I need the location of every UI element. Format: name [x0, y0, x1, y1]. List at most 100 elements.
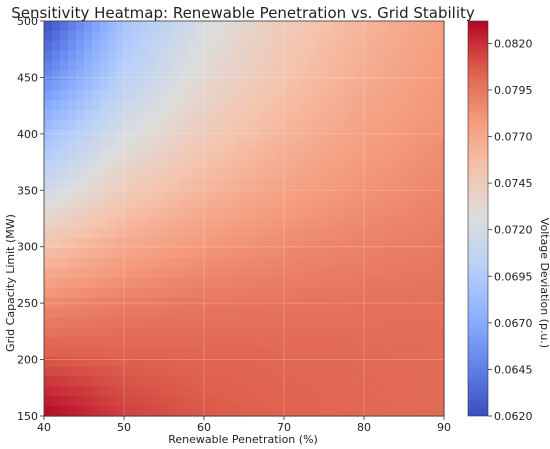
heatmap-cell: [348, 80, 357, 91]
heatmap-cell: [60, 139, 69, 150]
heatmap-cell: [84, 238, 93, 249]
heatmap-cell: [164, 119, 173, 131]
heatmap-cell: [220, 356, 229, 368]
heatmap-cell: [404, 149, 413, 160]
heatmap-cell: [52, 366, 61, 378]
heatmap-cell: [316, 139, 325, 150]
heatmap-cell: [44, 396, 53, 407]
heatmap-cell: [172, 218, 181, 229]
heatmap-cell: [244, 317, 253, 328]
heatmap-cell: [372, 30, 381, 42]
heatmap-cell: [428, 317, 437, 328]
heatmap-cell: [348, 60, 357, 71]
heatmap-cell: [252, 208, 261, 220]
heatmap-cell: [236, 149, 245, 160]
heatmap-cell: [100, 258, 109, 269]
heatmap-cell: [180, 297, 189, 308]
heatmap-cell: [268, 179, 277, 190]
heatmap-cell: [100, 208, 109, 220]
heatmap-cell: [260, 80, 269, 91]
heatmap-cell: [100, 109, 109, 121]
heatmap-cell: [220, 21, 229, 32]
heatmap-cell: [196, 228, 205, 239]
heatmap-cell: [188, 119, 197, 131]
heatmap-cell: [388, 50, 397, 62]
heatmap-cell: [268, 317, 277, 328]
heatmap-cell: [260, 356, 269, 368]
heatmap-cell: [356, 297, 365, 308]
heatmap-cell: [324, 129, 333, 141]
heatmap-cell: [428, 297, 437, 308]
heatmap-cell: [404, 100, 413, 111]
heatmap-cell: [156, 287, 165, 299]
heatmap-cell: [268, 70, 277, 81]
heatmap-cell: [52, 218, 61, 229]
heatmap-cell: [140, 179, 149, 190]
heatmap-cell: [164, 386, 173, 397]
heatmap-cell: [132, 258, 141, 269]
heatmap-cell: [276, 297, 285, 308]
heatmap-cell: [172, 139, 181, 150]
heatmap-cell: [148, 376, 157, 387]
heatmap-cell: [324, 40, 333, 52]
heatmap-cell: [340, 337, 349, 348]
heatmap-cell: [228, 70, 237, 81]
heatmap-cell: [188, 21, 197, 32]
heatmap-cell: [140, 70, 149, 81]
heatmap-cell: [372, 396, 381, 407]
heatmap-cell: [332, 119, 341, 131]
heatmap-cell: [108, 248, 117, 259]
heatmap-cell: [60, 159, 69, 170]
heatmap-cell: [356, 21, 365, 32]
heatmap-cell: [204, 248, 213, 259]
heatmap-cell: [356, 149, 365, 160]
heatmap-cell: [44, 179, 53, 190]
heatmap-cell: [380, 129, 389, 141]
heatmap-cell: [180, 188, 189, 200]
heatmap-cell: [220, 198, 229, 210]
heatmap-cell: [172, 258, 181, 269]
heatmap-cell: [260, 228, 269, 239]
heatmap-cell: [68, 258, 77, 269]
heatmap-cell: [100, 198, 109, 210]
heatmap-cell: [124, 109, 133, 121]
heatmap-cell: [140, 248, 149, 259]
heatmap-cell: [116, 40, 125, 52]
heatmap-cell: [276, 208, 285, 220]
heatmap-cell: [212, 188, 221, 200]
heatmap-cell: [388, 366, 397, 378]
heatmap-cell: [244, 356, 253, 368]
heatmap-cell: [340, 346, 349, 358]
heatmap-cell: [228, 169, 237, 180]
heatmap-cell: [436, 248, 445, 259]
heatmap-cell: [188, 40, 197, 52]
heatmap-cell: [148, 40, 157, 52]
heatmap-cell: [84, 267, 93, 279]
heatmap-cell: [84, 218, 93, 229]
heatmap-cell: [420, 198, 429, 210]
heatmap-cell: [68, 297, 77, 308]
heatmap-cell: [404, 366, 413, 378]
heatmap-cell: [396, 129, 405, 141]
heatmap-cell: [348, 109, 357, 121]
plot-area: [44, 21, 445, 417]
heatmap-cell: [244, 287, 253, 299]
heatmap-cell: [260, 406, 269, 417]
heatmap-cell: [252, 337, 261, 348]
heatmap-cell: [396, 188, 405, 200]
heatmap-cell: [284, 100, 293, 111]
heatmap-cell: [260, 50, 269, 62]
heatmap-cell: [156, 307, 165, 318]
heatmap-cell: [292, 337, 301, 348]
heatmap-cell: [172, 159, 181, 170]
heatmap-cell: [316, 21, 325, 32]
heatmap-cell: [372, 366, 381, 378]
heatmap-cell: [180, 159, 189, 170]
heatmap-cell: [180, 406, 189, 417]
heatmap-cell: [196, 396, 205, 407]
heatmap-cell: [156, 198, 165, 210]
heatmap-cell: [292, 376, 301, 387]
heatmap-cell: [220, 129, 229, 141]
heatmap-cell: [116, 228, 125, 239]
heatmap-cell: [124, 80, 133, 91]
